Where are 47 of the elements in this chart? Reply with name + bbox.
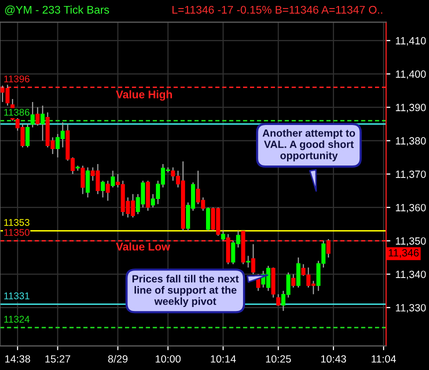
y-tick-label: 11,340 (396, 270, 426, 280)
y-tick-label: 11,360 (396, 204, 426, 213)
y-tick-label: 11,390 (396, 104, 426, 112)
x-tick-label: 10:43 (321, 355, 346, 363)
x-tick-label: 15:27 (45, 355, 70, 363)
candlestick (326, 238, 330, 258)
candlestick (100, 180, 105, 198)
x-tick-label: 10:00 (156, 355, 181, 363)
candlestick (106, 180, 110, 202)
candlestick (246, 255, 250, 268)
text: 11,346 (388, 249, 419, 258)
ref-line-label: 11353 (4, 218, 30, 226)
candlestick (221, 230, 226, 242)
x-tick-label: 8/29 (108, 354, 128, 363)
chart-title: @YM - 233 Tick Bars (5, 6, 110, 16)
ref-line-label: 11386 (4, 108, 30, 116)
x-tick-label: 11:04 (372, 355, 396, 363)
y-tick-label: 11,330 (396, 304, 426, 313)
candlestick (276, 294, 280, 306)
ref-line-label: 11331 (4, 292, 30, 300)
candlestick (86, 166, 90, 198)
y-tick-label: 11,350 (396, 237, 426, 246)
y-tick-label: 11,410 (396, 37, 426, 46)
annotation: Another attempt to VAL. A good short opportunity (262, 129, 356, 162)
candlestick (296, 256, 300, 288)
candlestick (36, 106, 40, 126)
y-tick-label: 11,370 (396, 170, 426, 180)
y-tick-label: 11,400 (396, 70, 426, 80)
candlestick (40, 105, 45, 142)
candlestick (110, 170, 115, 188)
annotation: Value High (116, 90, 172, 101)
candlestick (251, 244, 256, 275)
ref-line-label: 11396 (4, 75, 30, 82)
x-tick-label: 14:38 (5, 355, 30, 363)
annotation: Prices fall till the next line of support at the weekly pivot (132, 274, 239, 307)
candlestick (30, 101, 35, 128)
x-tick-label: 10:14 (210, 355, 236, 363)
candlestick (80, 165, 85, 195)
candlestick (291, 274, 296, 288)
ref-line-label: 11324 (4, 316, 30, 323)
annotation: Value Low (116, 242, 170, 251)
candlestick (26, 123, 30, 148)
x-tick-label: 10:25 (266, 355, 291, 363)
ref-line-label: 11350 (4, 229, 30, 236)
y-tick-label: 11,380 (396, 137, 426, 146)
chart-subtitle: L=11346 -17 -0.15% B=11346 A=11347 O.. (172, 6, 382, 14)
candlestick (206, 206, 210, 232)
